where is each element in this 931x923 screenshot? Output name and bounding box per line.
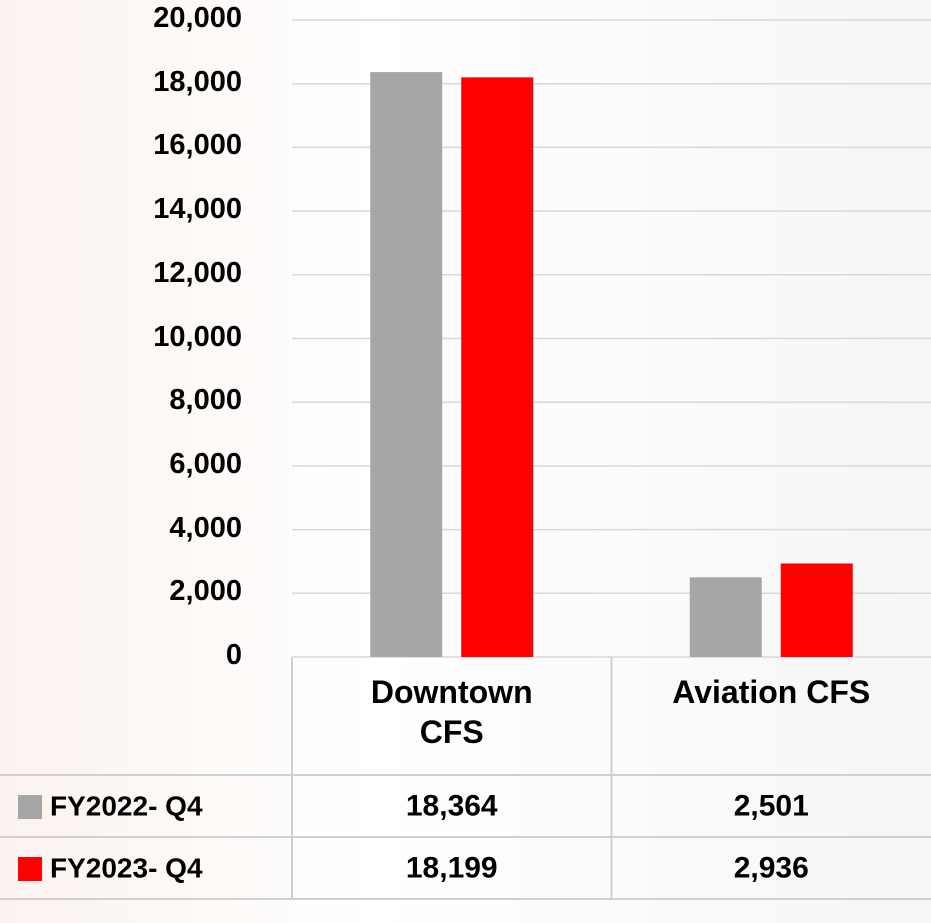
legend-key [18, 857, 42, 881]
bar [370, 72, 442, 657]
table-value: 18,199 [342, 849, 562, 887]
y-tick-label: 12,000 [0, 255, 242, 291]
legend-key [18, 795, 42, 819]
y-tick-label: 16,000 [0, 127, 242, 163]
y-tick-label: 14,000 [0, 191, 242, 227]
table-value: 2,936 [661, 849, 881, 887]
y-tick-label: 8,000 [0, 382, 242, 418]
table-value: 2,501 [661, 787, 881, 825]
x-tick-label: Downtown CFS [342, 672, 562, 752]
legend-label: FY2022- Q4 [50, 789, 203, 824]
bar [781, 563, 853, 657]
bar [461, 77, 533, 657]
legend-label: FY2023- Q4 [50, 851, 203, 886]
y-tick-label: 6,000 [0, 446, 242, 482]
y-tick-label: 0 [0, 637, 242, 673]
x-tick-label: Aviation CFS [661, 672, 881, 712]
y-tick-label: 18,000 [0, 64, 242, 100]
bar [690, 577, 762, 657]
y-tick-label: 4,000 [0, 509, 242, 545]
chart: 0 2,000 4,000 6,000 8,000 10,000 12,000 14,000 1… [0, 0, 931, 923]
y-tick-label: 20,000 [0, 0, 242, 36]
y-tick-label: 2,000 [0, 573, 242, 609]
y-tick-label: 10,000 [0, 318, 242, 354]
table-value: 18,364 [342, 787, 562, 825]
